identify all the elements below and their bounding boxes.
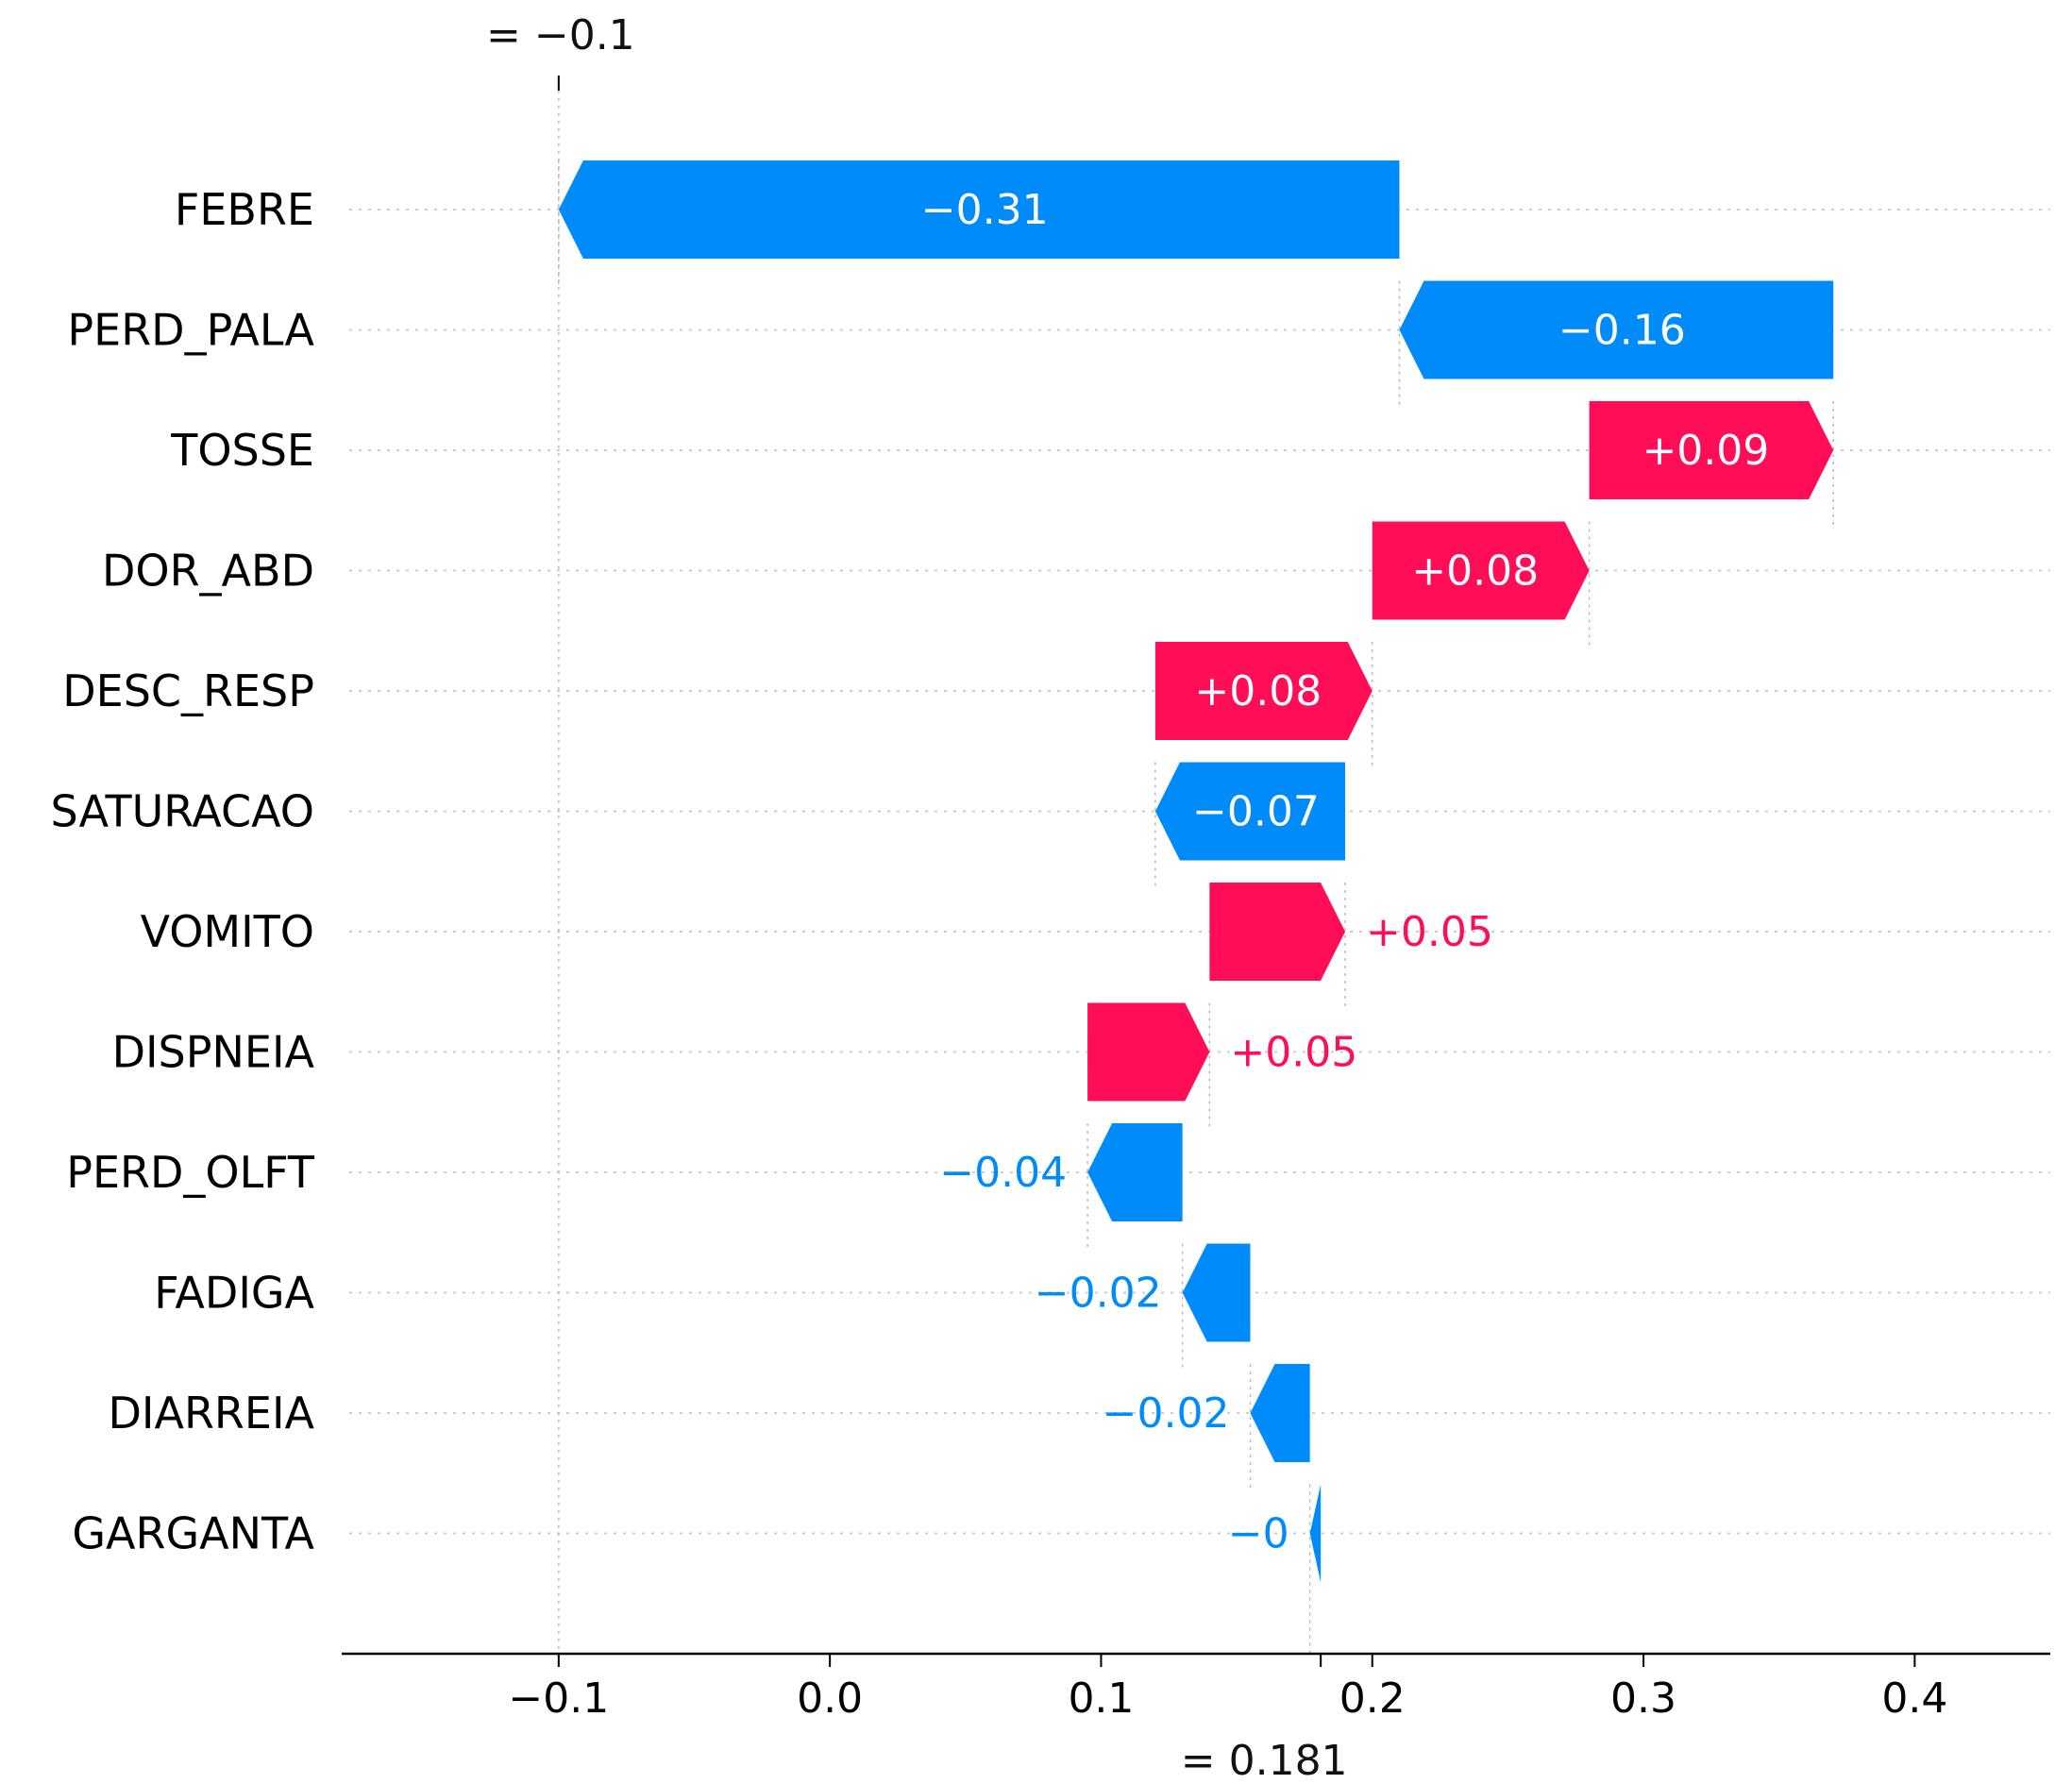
feature-label: DOR_ABD <box>102 546 314 597</box>
bar-febre <box>558 160 1400 259</box>
feature-label: SATURACAO <box>51 786 314 837</box>
bar-diarreia <box>1250 1364 1310 1462</box>
bar-dispneia <box>1087 1002 1210 1102</box>
value-label: +0.09 <box>1642 427 1769 475</box>
bar-perd-olft <box>1087 1123 1183 1221</box>
value-label: −0.07 <box>1192 788 1320 836</box>
bar-perd-pala <box>1399 280 1834 379</box>
feature-label: PERD_OLFT <box>66 1147 315 1198</box>
feature-label: DESC_RESP <box>62 665 314 716</box>
contribution-bars <box>558 160 1834 1583</box>
base-value-label: = −0.1 <box>486 11 635 59</box>
feature-label: GARGANTA <box>72 1508 314 1559</box>
value-label: +0.05 <box>1366 908 1493 956</box>
x-axis: −0.1 0.0 0.1 0.2 0.3 0.4 <box>342 1652 2050 1723</box>
value-label: −0.16 <box>1558 307 1686 355</box>
x-tick-label: 0.2 <box>1339 1675 1406 1723</box>
feature-label: DIARREIA <box>109 1388 315 1439</box>
feature-label: VOMITO <box>141 906 314 957</box>
x-tick-label: 0.3 <box>1610 1675 1676 1723</box>
connector-lines <box>558 83 1834 1654</box>
bar-dor-abd <box>1372 521 1590 620</box>
value-label: +0.08 <box>1194 667 1322 715</box>
bar-vomito <box>1209 883 1346 981</box>
value-label: +0.08 <box>1411 547 1539 596</box>
bar-saturacao <box>1154 762 1346 861</box>
value-label: −0.31 <box>921 186 1049 234</box>
feature-label: PERD_PALA <box>67 305 314 356</box>
bar-garganta <box>1309 1484 1322 1583</box>
value-label: −0.02 <box>1103 1389 1230 1438</box>
annotations: = 0.181 = −0.1 <box>486 11 1348 1784</box>
feature-label: FADIGA <box>154 1268 314 1319</box>
x-tick-label: 0.1 <box>1068 1675 1134 1723</box>
feature-labels: FEBRE PERD_PALA TOSSE DOR_ABD DESC_RESP SATUR… <box>51 184 315 1559</box>
feature-label: TOSSE <box>170 425 314 476</box>
feature-label: FEBRE <box>175 184 314 235</box>
bar-tosse <box>1589 401 1834 499</box>
value-labels: −0.31 −0.16 +0.09 +0.08 +0.08 −0.07 +0.05 +0.05… <box>921 186 1770 1558</box>
x-tick-label: −0.1 <box>508 1675 609 1723</box>
feature-label: DISPNEIA <box>112 1027 315 1078</box>
x-tick-label: 0.0 <box>797 1675 863 1723</box>
x-tick-label: 0.4 <box>1881 1675 1947 1723</box>
value-label: −0.02 <box>1035 1270 1162 1318</box>
value-label: +0.05 <box>1230 1029 1357 1077</box>
value-label: −0.04 <box>939 1149 1067 1197</box>
bar-fadiga <box>1182 1243 1251 1342</box>
value-label: −0 <box>1228 1510 1289 1558</box>
final-value-label: = 0.181 <box>1181 1737 1348 1784</box>
bar-desc-resp <box>1154 642 1373 740</box>
